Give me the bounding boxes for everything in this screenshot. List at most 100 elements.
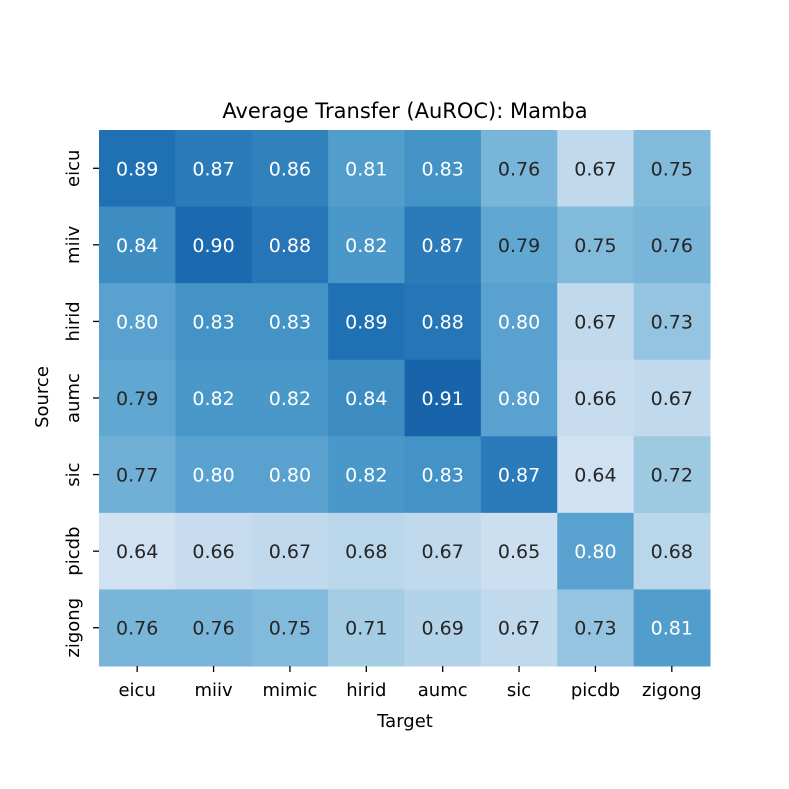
- cell-value-label: 0.66: [574, 388, 616, 410]
- x-tick-label: picdb: [571, 680, 620, 701]
- cell-value-label: 0.75: [574, 235, 616, 257]
- cell-value-label: 0.71: [345, 618, 387, 640]
- heatmap-cell: [328, 589, 405, 667]
- x-tick-label: hirid: [346, 680, 386, 701]
- heatmap-cell: [633, 130, 711, 208]
- cell-value-label: 0.79: [498, 235, 540, 257]
- cell-value-label: 0.67: [574, 158, 616, 180]
- heatmap-cell: [328, 512, 405, 590]
- cell-value-label: 0.66: [192, 541, 234, 563]
- heatmap-cells: 0.89 0.87 0.86 0.81 0.83 0.76 0.67 0.75 0.84 0.90…: [99, 130, 711, 667]
- cell-value-label: 0.84: [345, 388, 387, 410]
- cell-value-label: 0.75: [269, 618, 311, 640]
- cell-value-label: 0.82: [269, 388, 311, 410]
- cell-value-label: 0.90: [192, 235, 234, 257]
- cell-value-label: 0.81: [651, 618, 693, 640]
- heatmap-cell: [251, 436, 329, 514]
- heatmap-cell: [175, 130, 253, 208]
- cell-value-label: 0.87: [192, 158, 234, 180]
- heatmap-cell: [404, 283, 482, 361]
- heatmap-cell: [251, 206, 329, 284]
- heatmap-cell: [557, 512, 635, 590]
- heatmap-cell: [557, 589, 635, 667]
- heatmap-cell: [175, 206, 253, 284]
- heatmap-cell: [99, 130, 176, 208]
- cell-value-label: 0.81: [345, 158, 387, 180]
- heatmap-cell: [633, 283, 711, 361]
- x-axis: eicu miiv mimic hirid aumc sic picdb zigong: [118, 666, 702, 701]
- cell-value-label: 0.64: [116, 541, 158, 563]
- cell-value-label: 0.80: [192, 465, 234, 487]
- heatmap-cell: [175, 589, 253, 667]
- cell-value-label: 0.76: [498, 158, 540, 180]
- heatmap-cell: [404, 512, 482, 590]
- y-tick-label: aumc: [63, 373, 84, 423]
- cell-value-label: 0.72: [651, 465, 693, 487]
- cell-value-label: 0.91: [422, 388, 464, 410]
- cell-value-label: 0.80: [116, 311, 158, 333]
- cell-value-label: 0.86: [269, 158, 311, 180]
- heatmap-cell: [175, 283, 253, 361]
- heatmap-cell: [99, 206, 176, 284]
- heatmap-cell: [633, 206, 711, 284]
- heatmap-cell: [480, 359, 558, 437]
- cell-value-label: 0.82: [192, 388, 234, 410]
- heatmap-cell: [251, 359, 329, 437]
- cell-value-label: 0.88: [422, 311, 464, 333]
- heatmap-cell: [557, 436, 635, 514]
- heatmap-cell: [404, 359, 482, 437]
- cell-value-label: 0.68: [651, 541, 693, 563]
- heatmap-cell: [557, 130, 635, 208]
- y-tick-label: zigong: [63, 598, 84, 658]
- heatmap-cell: [404, 206, 482, 284]
- heatmap-cell: [175, 359, 253, 437]
- heatmap-cell: [480, 206, 558, 284]
- y-tick-label: eicu: [63, 150, 84, 187]
- heatmap-cell: [328, 130, 405, 208]
- cell-value-label: 0.80: [269, 465, 311, 487]
- y-tick-label: miiv: [63, 225, 84, 264]
- heatmap-cell: [480, 130, 558, 208]
- heatmap-cell: [404, 589, 482, 667]
- heatmap-cell: [557, 359, 635, 437]
- heatmap-cell: [480, 589, 558, 667]
- cell-value-label: 0.87: [498, 465, 540, 487]
- y-tick-label: sic: [63, 462, 84, 486]
- x-tick-label: eicu: [118, 680, 155, 701]
- heatmap-cell: [633, 512, 711, 590]
- heatmap-cell: [328, 206, 405, 284]
- cell-value-label: 0.64: [574, 465, 616, 487]
- heatmap-cell: [404, 436, 482, 514]
- heatmap-cell: [328, 359, 405, 437]
- cell-value-label: 0.76: [116, 618, 158, 640]
- cell-value-label: 0.80: [498, 311, 540, 333]
- heatmap-cell: [251, 130, 329, 208]
- cell-value-label: 0.67: [269, 541, 311, 563]
- y-axis-label: Source: [32, 366, 53, 428]
- y-axis: eicu miiv hirid aumc sic picdb zigong: [63, 150, 99, 658]
- heatmap-cell: [480, 436, 558, 514]
- cell-value-label: 0.73: [574, 618, 616, 640]
- cell-value-label: 0.87: [422, 235, 464, 257]
- heatmap-cell: [175, 512, 253, 590]
- heatmap-cell: [328, 436, 405, 514]
- heatmap-cell: [99, 436, 176, 514]
- cell-value-label: 0.82: [345, 465, 387, 487]
- heatmap-cell: [99, 283, 176, 361]
- heatmap-cell: [99, 359, 176, 437]
- cell-value-label: 0.73: [651, 311, 693, 333]
- heatmap-cell: [480, 283, 558, 361]
- heatmap-cell: [633, 436, 711, 514]
- cell-value-label: 0.83: [422, 158, 464, 180]
- cell-value-label: 0.68: [345, 541, 387, 563]
- y-tick-label: picdb: [63, 527, 84, 576]
- cell-value-label: 0.76: [192, 618, 234, 640]
- cell-value-label: 0.77: [116, 465, 158, 487]
- cell-value-label: 0.84: [116, 235, 158, 257]
- cell-value-label: 0.83: [422, 465, 464, 487]
- y-tick-label: hirid: [63, 301, 84, 341]
- cell-value-label: 0.65: [498, 541, 540, 563]
- heatmap-cell: [557, 283, 635, 361]
- x-tick-label: sic: [507, 680, 531, 701]
